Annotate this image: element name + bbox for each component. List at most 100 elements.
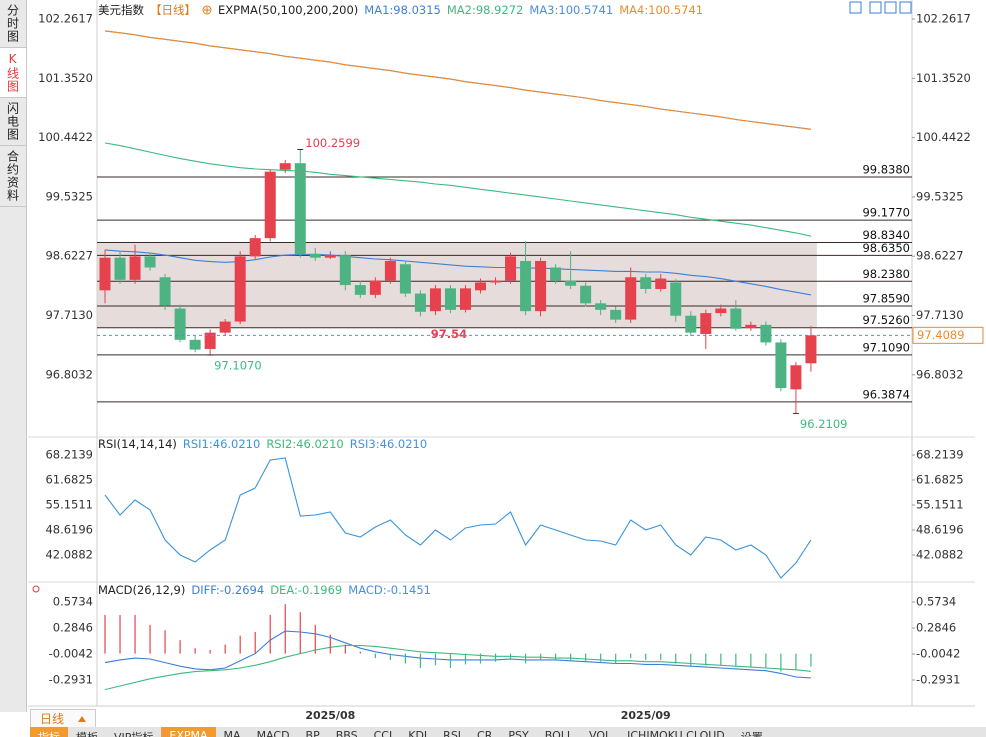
- rsi-header: RSI(14,14,14) RSI1:46.0210 RSI2:46.0210 RS…: [98, 437, 427, 451]
- indicator: EXPMA(50,100,200,200): [218, 3, 359, 17]
- legend-entry: DEA:-0.1969: [270, 583, 343, 597]
- candle: [640, 277, 652, 289]
- level-label: 97.1090: [862, 340, 910, 354]
- icon[interactable]: [869, 1, 882, 14]
- toolbar-icons[interactable]: [849, 1, 912, 14]
- level-label: 97.5260: [862, 313, 910, 327]
- y-tick-label: 0.2846: [53, 620, 93, 634]
- zone-label: 97.54: [431, 327, 467, 341]
- legend-entry: RSI2:46.0210: [266, 437, 344, 451]
- y-tick-label: 98.6227: [916, 249, 964, 263]
- high-label: 100.2599: [305, 136, 360, 150]
- candle: [520, 260, 532, 312]
- add-icon[interactable]: [202, 5, 212, 15]
- icon[interactable]: [32, 585, 40, 593]
- level-label: 96.3874: [862, 387, 910, 401]
- y-tick-label: 100.4422: [38, 130, 93, 144]
- indicator-tab[interactable]: EXPMA: [161, 727, 216, 737]
- indicator-tab[interactable]: MACD: [256, 729, 290, 737]
- candle: [219, 321, 231, 333]
- indicator-tab[interactable]: 指标: [30, 727, 68, 737]
- period-label: 日线: [39, 712, 64, 726]
- y-tick-label: -0.0042: [49, 646, 93, 660]
- indicator-tab[interactable]: MA: [223, 729, 241, 737]
- legend-entry: MA4:100.5741: [619, 3, 704, 17]
- icon[interactable]: [884, 1, 897, 14]
- candle: [234, 256, 246, 322]
- indicator-tab[interactable]: 模板: [68, 727, 106, 737]
- y-tick-label: 0.5734: [53, 595, 93, 609]
- indicator-tab[interactable]: BBS: [335, 729, 358, 737]
- indicator-tab[interactable]: 设置: [733, 727, 771, 737]
- y-tick-label: 61.6825: [45, 472, 93, 486]
- price-tag: [912, 326, 984, 344]
- legend-entry: RSI3:46.0210: [349, 437, 428, 451]
- indicator-tab[interactable]: CCI: [373, 729, 393, 737]
- sidebar-tab[interactable]: 闪电图: [0, 98, 26, 146]
- level-label: 99.8380: [862, 163, 910, 177]
- arrow: [78, 715, 86, 722]
- candle: [174, 308, 186, 340]
- candle: [715, 308, 727, 314]
- candle: [249, 238, 261, 257]
- candle: [775, 342, 787, 389]
- legend-entry: RSI1:46.0210: [182, 437, 261, 451]
- y-tick-label: 55.1511: [916, 497, 964, 511]
- indicator-tab[interactable]: BOLL: [544, 729, 573, 737]
- indicator-tab[interactable]: PSY: [508, 729, 529, 737]
- line: [104, 644, 811, 691]
- y-tick-label: 0.5734: [916, 595, 956, 609]
- indicator-tab[interactable]: VOL: [589, 729, 612, 737]
- y-tick-label: 68.2139: [916, 447, 964, 461]
- candle: [670, 282, 682, 316]
- legend-entry: DIFF:-0.2694: [191, 583, 265, 597]
- y-tick-label: -0.2931: [916, 672, 960, 686]
- candle: [745, 324, 757, 329]
- price-header: 美元指数 【日线】 EXPMA(50,100,200,200) MA1:98.0…: [98, 2, 703, 18]
- y-tick-label: 0.2846: [916, 620, 956, 634]
- x-tick-label: 2025/09: [621, 709, 671, 722]
- candle: [294, 163, 306, 255]
- price-tag-label: 97.4089: [917, 328, 965, 342]
- sidebar-tab[interactable]: K线图: [0, 48, 26, 98]
- low-label: 97.1070: [214, 359, 262, 373]
- indicator-tab[interactable]: CR: [477, 729, 493, 737]
- zone: [97, 242, 817, 328]
- y-tick-label: 97.7130: [45, 308, 93, 322]
- indicator-tab[interactable]: ICHIMOKU CLOUD: [627, 729, 725, 737]
- level-label: 97.8590: [862, 292, 910, 306]
- y-tick-label: 96.8032: [916, 367, 964, 381]
- indicator-tab[interactable]: BP: [305, 729, 320, 737]
- candle: [805, 335, 817, 364]
- candle: [369, 280, 381, 295]
- candle: [490, 280, 502, 283]
- indicator-tab[interactable]: KDJ: [408, 729, 428, 737]
- line: [104, 142, 812, 237]
- x-tick-label: 2025/08: [305, 709, 355, 722]
- level-label: 98.2380: [862, 267, 910, 281]
- icon[interactable]: [899, 1, 912, 14]
- candle: [354, 285, 366, 295]
- candle: [264, 171, 276, 239]
- y-tick-label: 68.2139: [45, 447, 93, 461]
- icon[interactable]: [849, 1, 862, 14]
- candle: [610, 309, 622, 320]
- sidebar: 分时图 K线图 闪电图 合约资料: [0, 0, 27, 712]
- candle: [414, 293, 426, 312]
- candle: [99, 257, 111, 291]
- candle: [189, 339, 201, 350]
- indicator-tab[interactable]: VIP指标: [106, 727, 161, 737]
- candle: [309, 253, 321, 258]
- candle: [700, 313, 712, 334]
- candle: [384, 260, 396, 281]
- y-tick-label: 99.5325: [45, 189, 93, 203]
- sidebar-tab[interactable]: 分时图: [0, 0, 26, 48]
- y-tick-label: 42.0882: [916, 548, 964, 562]
- y-tick-label: 100.4422: [916, 130, 971, 144]
- candle: [505, 256, 517, 281]
- sidebar-tab[interactable]: 合约资料: [0, 146, 26, 207]
- indicator-tab[interactable]: RSI: [443, 729, 462, 737]
- candle: [655, 278, 667, 289]
- period-selector[interactable]: 日线: [30, 709, 96, 728]
- symbol: 美元指数: [98, 3, 144, 17]
